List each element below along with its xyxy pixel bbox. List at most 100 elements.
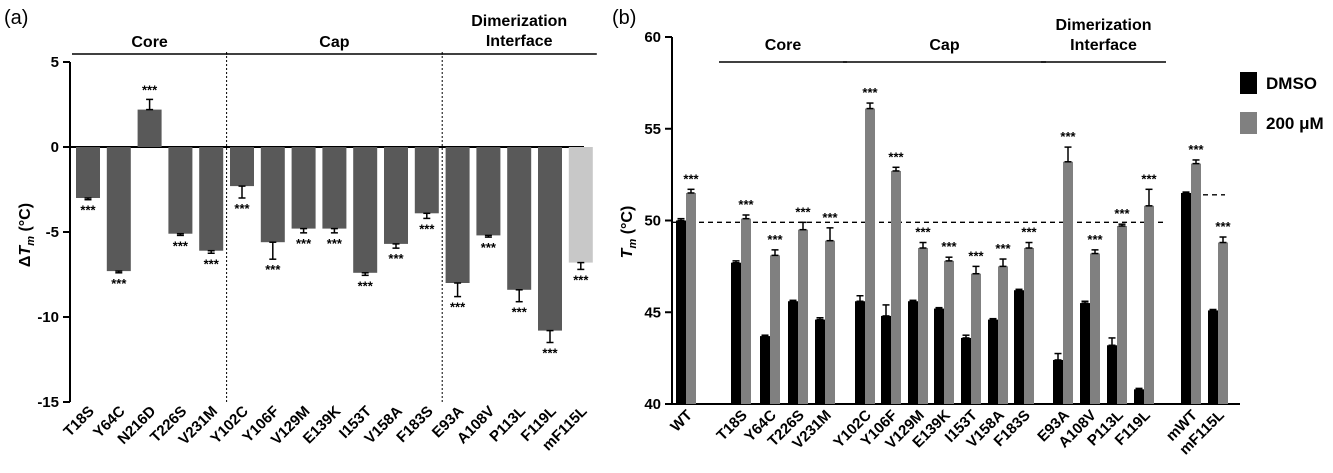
panel-b-ylabel-sub: m [627, 239, 639, 249]
panel-a-significance: *** [327, 236, 343, 251]
panel-b-y-tick-label: 50 [644, 213, 661, 230]
panel-b-bar-drug [770, 255, 780, 404]
panel-a-group-label: Interface [486, 33, 553, 50]
panel-b-significance: *** [888, 149, 904, 164]
panel-b-bar-drug [971, 273, 981, 404]
panel-b-x-tick-label: WT [667, 407, 696, 436]
panel-a-y-axis-title: ΔTm (°C) [17, 203, 37, 267]
panel-b-significance: *** [941, 239, 957, 254]
panel-b-significance: *** [1021, 225, 1037, 240]
panel-b-significance: *** [862, 85, 878, 100]
panel-b-significance: *** [795, 204, 811, 219]
panel-a-bar [322, 147, 347, 229]
panel-a-chart: (a) ΔTm (°C) 5 0 -5 -10 -15 Core Cap Dimerizati… [4, 7, 597, 454]
panel-a-significance: *** [481, 240, 497, 255]
panel-b-significance: *** [1215, 219, 1231, 234]
panel-b-bar-drug [1218, 242, 1228, 404]
panel-a-group-label: Cap [319, 34, 349, 51]
panel-a-bar [106, 147, 131, 272]
panel-b-bar-drug [865, 108, 875, 404]
panel-b-bar-dmso [988, 319, 998, 404]
panel-b-bar-drug [1063, 161, 1073, 404]
panel-b-legend-swatch-drug [1240, 112, 1257, 134]
panel-a-ylabel-delta: Δ [17, 256, 34, 268]
panel-b-bar-drug [891, 170, 901, 404]
panel-a-y-tick-label: 0 [51, 139, 59, 156]
panel-a-bar [538, 147, 562, 331]
panel-a-bar [199, 147, 224, 251]
panel-a-y-tick-label: -5 [46, 224, 59, 241]
panel-a-bar [230, 147, 254, 187]
panel-b-legend-swatch-dmso [1240, 72, 1257, 94]
panel-a-significance: *** [388, 251, 404, 266]
panel-a-significance: *** [512, 305, 528, 320]
panel-a-bar [445, 147, 470, 283]
panel-b-bar-dmso [731, 262, 741, 404]
panel-a-bar [137, 109, 162, 147]
panel-b-bar-dmso [934, 308, 944, 404]
panel-b-bar-dmso [855, 301, 865, 404]
panel-b-ylabel-unit: (°C) [619, 206, 636, 239]
panel-a-bar [414, 147, 439, 214]
panel-b-bar-dmso [881, 315, 891, 404]
panel-b-bar-drug [998, 266, 1008, 404]
panel-b-group-label: Cap [929, 37, 959, 54]
panel-a-bar [260, 147, 285, 243]
panel-b-group-label: Core [765, 37, 802, 54]
panel-b-bar-dmso [908, 301, 918, 404]
panel-b-significance: *** [738, 197, 754, 212]
panel-b-bar-dmso [1208, 310, 1218, 404]
panel-b-significance: *** [1114, 206, 1130, 221]
panel-a-significance: *** [542, 346, 558, 361]
panel-b-significance: *** [683, 171, 699, 186]
panel-a-ylabel-unit: (°C) [17, 203, 34, 236]
panel-b-significance: *** [995, 241, 1011, 256]
panel-a-group-label: Core [131, 34, 168, 51]
panel-a-significance: *** [296, 236, 312, 251]
panel-b-significance: *** [767, 232, 783, 247]
panel-a-x-tick-label: T18S [60, 403, 97, 440]
panel-b-bar-drug [918, 248, 928, 404]
panel-b-bar-drug [1144, 205, 1154, 404]
panel-a-significance: *** [80, 203, 96, 218]
panel-b-bar-drug [741, 218, 751, 404]
panel-b-bar-dmso [676, 220, 686, 404]
panel-a-significance: *** [358, 278, 374, 293]
panel-a-significance: *** [573, 272, 589, 287]
panel-b-bar-drug [825, 240, 835, 404]
panel-a-bar [568, 147, 593, 263]
panel-b-group-label: Interface [1070, 37, 1137, 54]
panel-a-bar [476, 147, 501, 236]
panel-b-bar-dmso [1014, 290, 1024, 404]
panel-b-bar-drug [798, 229, 808, 404]
panel-a-y-tick-label: -15 [37, 394, 59, 411]
panel-a-y-tick-label: -10 [37, 309, 59, 326]
panel-b-y-tick-label: 45 [644, 304, 661, 321]
panel-b-y-tick-label: 40 [644, 396, 661, 413]
panel-b-bar-drug [1024, 248, 1034, 404]
panel-b-label: (b) [612, 7, 636, 29]
panel-b-bar-drug [1191, 163, 1201, 404]
panel-a-significance: *** [265, 262, 281, 277]
panel-b-bar-dmso [1080, 303, 1090, 404]
panel-b-chart: (b) Tm (°C) 40 45 50 55 60 Core Cap Dimerizatio… [612, 7, 1324, 458]
panel-a-bar [76, 147, 100, 198]
panel-a-significance: *** [142, 82, 158, 97]
panel-b-significance: *** [1188, 142, 1204, 157]
panel-b-bar-drug [1117, 226, 1127, 404]
panel-b-significance: *** [968, 248, 984, 263]
panel-b-legend: DMSO 200 μM [1240, 72, 1324, 134]
panel-a-significance: *** [450, 300, 466, 315]
panel-a-bar [291, 147, 316, 229]
panel-a-significance: *** [204, 256, 220, 271]
panel-b-significance: *** [1141, 171, 1157, 186]
panel-a-significance: *** [173, 238, 189, 253]
panel-b-bar-dmso [1053, 359, 1063, 404]
panel-a-significance: *** [111, 276, 127, 291]
panel-b-bar-dmso [1134, 389, 1144, 404]
panel-a-bar [353, 147, 378, 273]
panel-b-legend-label: 200 μM [1266, 114, 1324, 133]
panel-b-legend-label: DMSO [1266, 74, 1317, 93]
panel-b-significance: *** [1087, 232, 1103, 247]
